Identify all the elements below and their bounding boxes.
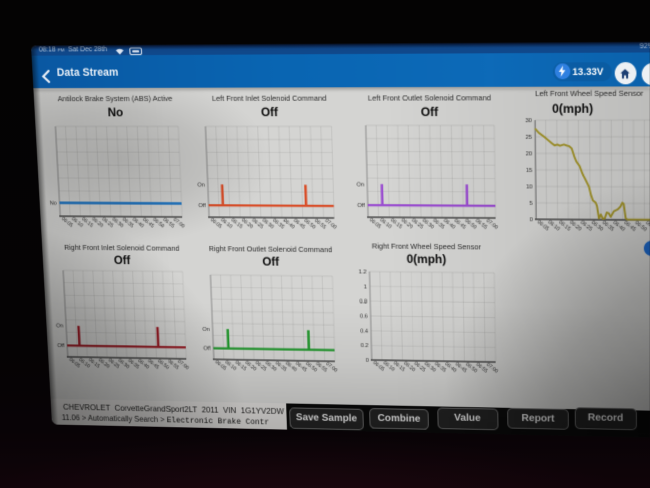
svg-text:25: 25 [525, 135, 532, 141]
svg-text:0.2: 0.2 [361, 343, 369, 349]
svg-text:10: 10 [526, 184, 533, 190]
svg-text:1: 1 [364, 284, 367, 290]
svg-text:Off: Off [203, 346, 211, 352]
svg-text:0: 0 [366, 358, 369, 364]
svg-text:20: 20 [526, 151, 533, 157]
svg-text:Off: Off [198, 203, 206, 209]
svg-text:On: On [197, 182, 205, 188]
svg-text:0: 0 [530, 217, 533, 223]
svg-text:5: 5 [529, 201, 532, 207]
svg-text:1.2: 1.2 [359, 269, 367, 275]
svg-text:0.8: 0.8 [359, 299, 367, 305]
svg-text:Off: Off [57, 343, 65, 349]
svg-text:30: 30 [525, 118, 532, 124]
svg-text:Off: Off [357, 203, 365, 209]
svg-text:On: On [202, 327, 210, 333]
svg-text:On: On [357, 182, 365, 188]
svg-text:On: On [56, 323, 64, 329]
svg-text:0.6: 0.6 [360, 314, 368, 320]
svg-text:15: 15 [526, 168, 533, 174]
svg-text:0.4: 0.4 [360, 328, 369, 334]
svg-text:No: No [49, 201, 56, 207]
